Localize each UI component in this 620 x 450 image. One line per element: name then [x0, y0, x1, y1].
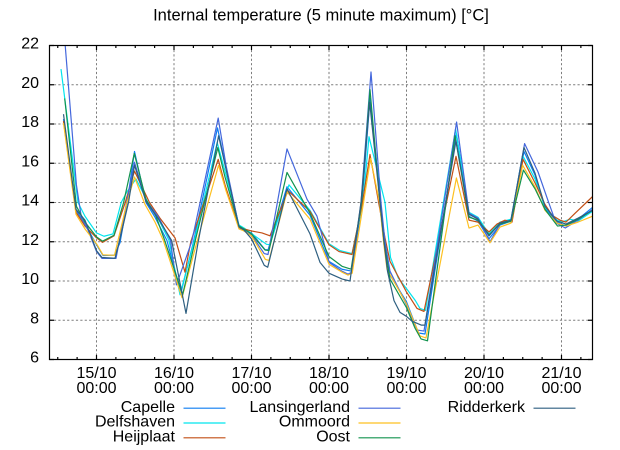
svg-text:18/10: 18/10 [309, 365, 349, 382]
svg-text:16: 16 [21, 153, 39, 170]
svg-text:12: 12 [21, 232, 39, 249]
svg-text:00:00: 00:00 [231, 380, 271, 397]
svg-text:6: 6 [30, 350, 39, 367]
svg-text:22: 22 [21, 36, 39, 53]
svg-text:16/10: 16/10 [154, 365, 194, 382]
svg-text:14: 14 [21, 193, 39, 210]
svg-text:Ridderkerk: Ridderkerk [448, 399, 526, 416]
svg-text:20: 20 [21, 75, 39, 92]
svg-text:20/10: 20/10 [464, 365, 504, 382]
svg-text:18: 18 [21, 114, 39, 131]
svg-text:Internal temperature (5 minute: Internal temperature (5 minute maximum) … [153, 7, 489, 25]
svg-text:21/10: 21/10 [541, 365, 581, 382]
svg-text:Oost: Oost [316, 429, 350, 446]
svg-text:Heijplaat: Heijplaat [113, 429, 176, 446]
svg-text:19/10: 19/10 [386, 365, 426, 382]
svg-text:00:00: 00:00 [464, 380, 504, 397]
svg-text:00:00: 00:00 [541, 380, 581, 397]
svg-text:10: 10 [21, 271, 39, 288]
svg-text:Lansingerland: Lansingerland [249, 399, 350, 416]
svg-text:00:00: 00:00 [309, 380, 349, 397]
svg-text:00:00: 00:00 [154, 380, 194, 397]
svg-text:15/10: 15/10 [76, 365, 116, 382]
svg-text:Capelle: Capelle [121, 399, 175, 416]
svg-text:00:00: 00:00 [76, 380, 116, 397]
svg-text:00:00: 00:00 [386, 380, 426, 397]
svg-text:8: 8 [30, 310, 39, 327]
svg-text:Delfshaven: Delfshaven [95, 414, 175, 431]
svg-text:Ommoord: Ommoord [279, 414, 350, 431]
svg-text:17/10: 17/10 [231, 365, 271, 382]
